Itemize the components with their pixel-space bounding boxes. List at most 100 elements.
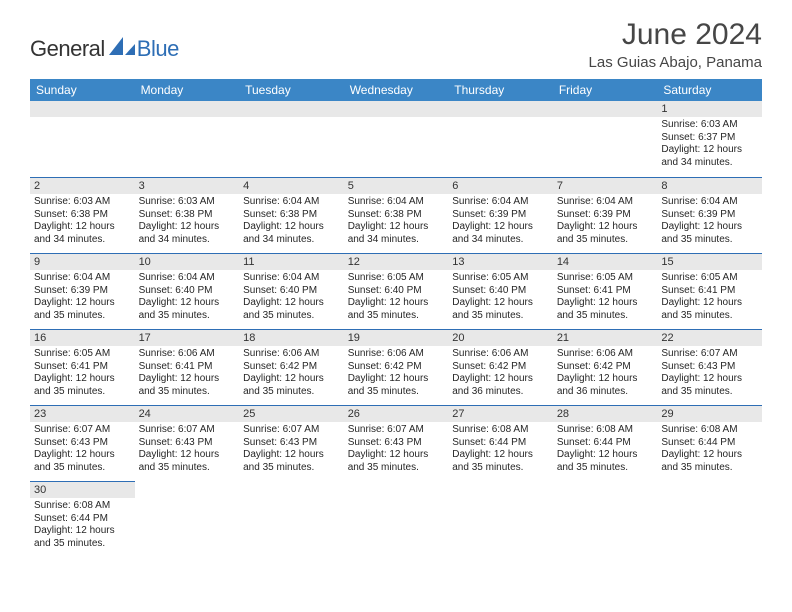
calendar-cell: 14Sunrise: 6:05 AMSunset: 6:41 PMDayligh… bbox=[553, 253, 658, 329]
calendar-cell: 23Sunrise: 6:07 AMSunset: 6:43 PMDayligh… bbox=[30, 405, 135, 481]
calendar-cell: 11Sunrise: 6:04 AMSunset: 6:40 PMDayligh… bbox=[239, 253, 344, 329]
day-details: Sunrise: 6:08 AMSunset: 6:44 PMDaylight:… bbox=[553, 422, 658, 474]
title-block: June 2024 Las Guias Abajo, Panama bbox=[589, 18, 762, 71]
calendar-cell: 4Sunrise: 6:04 AMSunset: 6:38 PMDaylight… bbox=[239, 177, 344, 253]
page-location: Las Guias Abajo, Panama bbox=[589, 54, 762, 71]
day-details: Sunrise: 6:06 AMSunset: 6:42 PMDaylight:… bbox=[239, 346, 344, 398]
daynum: 21 bbox=[553, 329, 658, 346]
calendar-row: 30Sunrise: 6:08 AMSunset: 6:44 PMDayligh… bbox=[30, 481, 762, 557]
calendar-cell: 19Sunrise: 6:06 AMSunset: 6:42 PMDayligh… bbox=[344, 329, 449, 405]
day-details: Sunrise: 6:03 AMSunset: 6:37 PMDaylight:… bbox=[657, 117, 762, 169]
weekday-header: Thursday bbox=[448, 79, 553, 101]
daynum: 10 bbox=[135, 253, 240, 270]
calendar-cell: 7Sunrise: 6:04 AMSunset: 6:39 PMDaylight… bbox=[553, 177, 658, 253]
day-details: Sunrise: 6:08 AMSunset: 6:44 PMDaylight:… bbox=[448, 422, 553, 474]
calendar-cell: 5Sunrise: 6:04 AMSunset: 6:38 PMDaylight… bbox=[344, 177, 449, 253]
daynum: 14 bbox=[553, 253, 658, 270]
calendar-row: 16Sunrise: 6:05 AMSunset: 6:41 PMDayligh… bbox=[30, 329, 762, 405]
calendar-cell: 21Sunrise: 6:06 AMSunset: 6:42 PMDayligh… bbox=[553, 329, 658, 405]
daynum: 25 bbox=[239, 405, 344, 422]
sail-icon bbox=[109, 37, 135, 62]
weekday-header: Tuesday bbox=[239, 79, 344, 101]
calendar-cell bbox=[239, 101, 344, 177]
weekday-header: Wednesday bbox=[344, 79, 449, 101]
daynum-empty bbox=[30, 101, 135, 117]
brand-logo: General Blue bbox=[30, 36, 179, 62]
daynum-empty bbox=[135, 101, 240, 117]
daynum-empty bbox=[239, 101, 344, 117]
daynum: 12 bbox=[344, 253, 449, 270]
calendar-cell bbox=[553, 481, 658, 557]
calendar-cell: 10Sunrise: 6:04 AMSunset: 6:40 PMDayligh… bbox=[135, 253, 240, 329]
daynum: 23 bbox=[30, 405, 135, 422]
day-details: Sunrise: 6:03 AMSunset: 6:38 PMDaylight:… bbox=[135, 194, 240, 246]
calendar-cell: 3Sunrise: 6:03 AMSunset: 6:38 PMDaylight… bbox=[135, 177, 240, 253]
calendar-table: SundayMondayTuesdayWednesdayThursdayFrid… bbox=[30, 79, 762, 557]
calendar-cell: 30Sunrise: 6:08 AMSunset: 6:44 PMDayligh… bbox=[30, 481, 135, 557]
calendar-cell: 9Sunrise: 6:04 AMSunset: 6:39 PMDaylight… bbox=[30, 253, 135, 329]
daynum: 18 bbox=[239, 329, 344, 346]
calendar-cell bbox=[239, 481, 344, 557]
daynum: 3 bbox=[135, 177, 240, 194]
calendar-cell: 20Sunrise: 6:06 AMSunset: 6:42 PMDayligh… bbox=[448, 329, 553, 405]
daynum: 17 bbox=[135, 329, 240, 346]
day-details: Sunrise: 6:05 AMSunset: 6:41 PMDaylight:… bbox=[553, 270, 658, 322]
calendar-cell bbox=[135, 481, 240, 557]
calendar-cell bbox=[344, 481, 449, 557]
weekday-header: Monday bbox=[135, 79, 240, 101]
weekday-row: SundayMondayTuesdayWednesdayThursdayFrid… bbox=[30, 79, 762, 101]
calendar-cell: 27Sunrise: 6:08 AMSunset: 6:44 PMDayligh… bbox=[448, 405, 553, 481]
brand-part1: General bbox=[30, 36, 105, 62]
calendar-cell: 17Sunrise: 6:06 AMSunset: 6:41 PMDayligh… bbox=[135, 329, 240, 405]
day-details: Sunrise: 6:04 AMSunset: 6:39 PMDaylight:… bbox=[448, 194, 553, 246]
weekday-header: Friday bbox=[553, 79, 658, 101]
day-details: Sunrise: 6:03 AMSunset: 6:38 PMDaylight:… bbox=[30, 194, 135, 246]
day-details: Sunrise: 6:06 AMSunset: 6:42 PMDaylight:… bbox=[553, 346, 658, 398]
daynum: 15 bbox=[657, 253, 762, 270]
day-details: Sunrise: 6:06 AMSunset: 6:42 PMDaylight:… bbox=[344, 346, 449, 398]
calendar-cell: 18Sunrise: 6:06 AMSunset: 6:42 PMDayligh… bbox=[239, 329, 344, 405]
calendar-cell: 29Sunrise: 6:08 AMSunset: 6:44 PMDayligh… bbox=[657, 405, 762, 481]
daynum: 22 bbox=[657, 329, 762, 346]
daynum: 29 bbox=[657, 405, 762, 422]
calendar-cell: 22Sunrise: 6:07 AMSunset: 6:43 PMDayligh… bbox=[657, 329, 762, 405]
day-details: Sunrise: 6:07 AMSunset: 6:43 PMDaylight:… bbox=[30, 422, 135, 474]
calendar-cell bbox=[448, 481, 553, 557]
day-details: Sunrise: 6:05 AMSunset: 6:41 PMDaylight:… bbox=[657, 270, 762, 322]
daynum: 1 bbox=[657, 101, 762, 117]
daynum: 9 bbox=[30, 253, 135, 270]
daynum-empty bbox=[553, 101, 658, 117]
calendar-cell: 25Sunrise: 6:07 AMSunset: 6:43 PMDayligh… bbox=[239, 405, 344, 481]
day-details: Sunrise: 6:05 AMSunset: 6:41 PMDaylight:… bbox=[30, 346, 135, 398]
calendar-cell bbox=[30, 101, 135, 177]
daynum: 16 bbox=[30, 329, 135, 346]
day-details: Sunrise: 6:06 AMSunset: 6:41 PMDaylight:… bbox=[135, 346, 240, 398]
day-details: Sunrise: 6:04 AMSunset: 6:39 PMDaylight:… bbox=[30, 270, 135, 322]
calendar-cell: 15Sunrise: 6:05 AMSunset: 6:41 PMDayligh… bbox=[657, 253, 762, 329]
daynum: 28 bbox=[553, 405, 658, 422]
calendar-cell bbox=[553, 101, 658, 177]
day-details: Sunrise: 6:04 AMSunset: 6:39 PMDaylight:… bbox=[657, 194, 762, 246]
calendar-cell: 26Sunrise: 6:07 AMSunset: 6:43 PMDayligh… bbox=[344, 405, 449, 481]
daynum: 13 bbox=[448, 253, 553, 270]
daynum: 4 bbox=[239, 177, 344, 194]
weekday-header: Sunday bbox=[30, 79, 135, 101]
daynum: 7 bbox=[553, 177, 658, 194]
calendar-head: SundayMondayTuesdayWednesdayThursdayFrid… bbox=[30, 79, 762, 101]
daynum: 24 bbox=[135, 405, 240, 422]
calendar-row: 23Sunrise: 6:07 AMSunset: 6:43 PMDayligh… bbox=[30, 405, 762, 481]
daynum: 6 bbox=[448, 177, 553, 194]
daynum: 19 bbox=[344, 329, 449, 346]
day-details: Sunrise: 6:06 AMSunset: 6:42 PMDaylight:… bbox=[448, 346, 553, 398]
calendar-row: 2Sunrise: 6:03 AMSunset: 6:38 PMDaylight… bbox=[30, 177, 762, 253]
calendar-body: 1Sunrise: 6:03 AMSunset: 6:37 PMDaylight… bbox=[30, 101, 762, 557]
weekday-header: Saturday bbox=[657, 79, 762, 101]
daynum: 5 bbox=[344, 177, 449, 194]
daynum: 2 bbox=[30, 177, 135, 194]
calendar-cell: 24Sunrise: 6:07 AMSunset: 6:43 PMDayligh… bbox=[135, 405, 240, 481]
page-title: June 2024 bbox=[589, 18, 762, 52]
calendar-row: 1Sunrise: 6:03 AMSunset: 6:37 PMDaylight… bbox=[30, 101, 762, 177]
day-details: Sunrise: 6:07 AMSunset: 6:43 PMDaylight:… bbox=[344, 422, 449, 474]
day-details: Sunrise: 6:04 AMSunset: 6:39 PMDaylight:… bbox=[553, 194, 658, 246]
calendar-cell: 1Sunrise: 6:03 AMSunset: 6:37 PMDaylight… bbox=[657, 101, 762, 177]
